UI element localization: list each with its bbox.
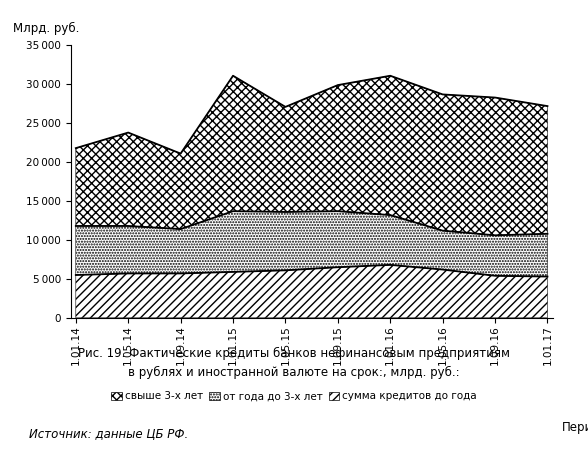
Text: Рис. 19. Фактические кредиты банков нефинансовым предприятиям: Рис. 19. Фактические кредиты банков нефи… bbox=[78, 347, 510, 360]
Legend: свыше 3-х лет, от года до 3-х лет, сумма кредитов до года: свыше 3-х лет, от года до 3-х лет, сумма… bbox=[107, 387, 481, 406]
Text: Источник: данные ЦБ РФ.: Источник: данные ЦБ РФ. bbox=[29, 427, 189, 440]
Text: Млрд. руб.: Млрд. руб. bbox=[13, 21, 79, 35]
Text: в рублях и иностранной валюте на срок:, млрд. руб.:: в рублях и иностранной валюте на срок:, … bbox=[128, 365, 460, 379]
Text: Период: Период bbox=[562, 421, 588, 434]
